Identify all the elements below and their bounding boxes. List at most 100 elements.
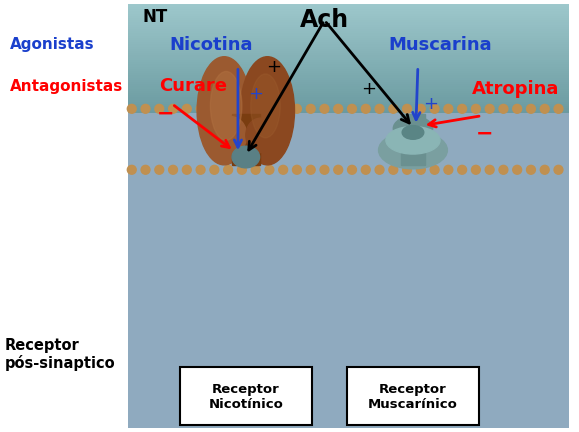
Bar (128, 11, 569, 15)
Ellipse shape (386, 127, 440, 154)
Circle shape (347, 105, 357, 113)
Circle shape (347, 165, 357, 174)
Bar (232, 114, 259, 165)
Circle shape (251, 165, 260, 174)
Circle shape (361, 105, 370, 113)
Bar (128, 302, 569, 313)
Circle shape (402, 165, 412, 174)
Bar (128, 312, 569, 324)
Circle shape (513, 165, 522, 174)
Bar (128, 91, 569, 94)
Bar (128, 280, 569, 292)
Bar (128, 71, 569, 74)
Circle shape (210, 105, 219, 113)
Text: NT: NT (142, 7, 168, 25)
Bar (128, 20, 569, 23)
Ellipse shape (240, 57, 295, 165)
Bar (128, 75, 569, 79)
Circle shape (540, 165, 549, 174)
Circle shape (444, 165, 453, 174)
Circle shape (471, 165, 481, 174)
Circle shape (485, 165, 494, 174)
Bar (128, 58, 569, 61)
Circle shape (554, 105, 563, 113)
Circle shape (237, 165, 246, 174)
Circle shape (526, 165, 536, 174)
Bar (128, 84, 569, 87)
Bar (128, 111, 569, 114)
Bar (128, 86, 569, 89)
FancyBboxPatch shape (180, 368, 312, 426)
Bar (128, 51, 569, 54)
Bar (128, 104, 569, 107)
Circle shape (444, 105, 453, 113)
Bar (128, 5, 569, 8)
Text: +: + (248, 85, 263, 103)
Bar (128, 7, 569, 10)
Circle shape (265, 105, 274, 113)
Ellipse shape (210, 71, 242, 140)
Bar (128, 53, 569, 57)
Bar (128, 80, 569, 83)
Bar (128, 82, 569, 85)
Circle shape (334, 165, 343, 174)
Bar (128, 186, 569, 198)
Ellipse shape (215, 117, 247, 154)
Bar (128, 89, 569, 92)
Circle shape (513, 105, 522, 113)
Text: Ach: Ach (300, 7, 349, 32)
Bar (128, 69, 569, 72)
Ellipse shape (197, 57, 251, 165)
Bar (128, 207, 569, 219)
Circle shape (389, 105, 398, 113)
Bar (128, 260, 569, 271)
Circle shape (306, 165, 315, 174)
Bar (128, 134, 569, 145)
Circle shape (499, 105, 508, 113)
Text: −: − (156, 104, 174, 124)
Bar (128, 97, 569, 101)
Bar (128, 73, 569, 76)
Circle shape (416, 105, 425, 113)
Bar (128, 60, 569, 63)
Circle shape (416, 165, 425, 174)
Bar (128, 113, 569, 124)
Bar (128, 123, 569, 135)
Bar (128, 18, 569, 21)
Text: Antagonistas: Antagonistas (10, 79, 123, 94)
Circle shape (554, 165, 563, 174)
Bar (128, 16, 569, 19)
Circle shape (499, 165, 508, 174)
Bar (128, 218, 569, 229)
Bar (128, 108, 569, 111)
Circle shape (182, 105, 191, 113)
Circle shape (168, 165, 178, 174)
Text: Receptor
pós-sinaptico: Receptor pós-sinaptico (5, 338, 116, 372)
Circle shape (458, 105, 467, 113)
Circle shape (402, 105, 412, 113)
Ellipse shape (393, 116, 433, 141)
Bar (128, 67, 569, 70)
Ellipse shape (402, 126, 424, 139)
Bar (128, 144, 569, 156)
Bar (128, 102, 569, 105)
Circle shape (389, 165, 398, 174)
Bar (128, 291, 569, 302)
Circle shape (540, 105, 549, 113)
Circle shape (292, 165, 301, 174)
Bar (128, 64, 569, 67)
Bar (128, 3, 569, 6)
Circle shape (127, 105, 136, 113)
Circle shape (141, 165, 150, 174)
Circle shape (237, 105, 246, 113)
Bar (128, 375, 569, 387)
Text: Atropina: Atropina (472, 80, 559, 98)
Circle shape (155, 165, 164, 174)
Bar (128, 95, 569, 98)
Circle shape (320, 105, 329, 113)
Bar (128, 165, 569, 177)
Bar (128, 343, 569, 355)
Circle shape (306, 105, 315, 113)
Text: Receptor
Nicotínico: Receptor Nicotínico (208, 383, 283, 411)
Bar (128, 407, 569, 418)
